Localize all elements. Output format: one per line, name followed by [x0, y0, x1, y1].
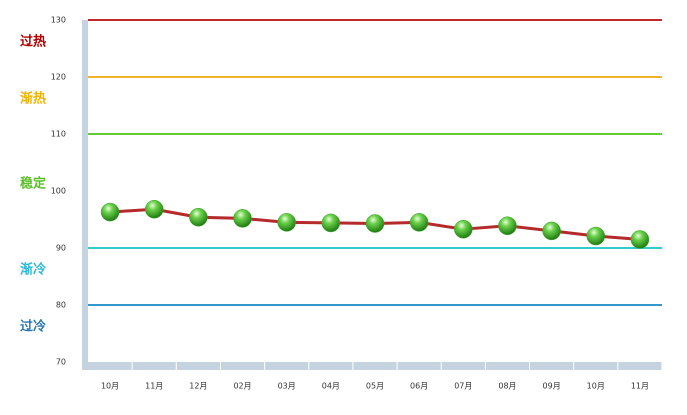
- y-tick-label: 130: [51, 16, 66, 25]
- x-tick-label: 12月: [189, 382, 207, 391]
- marker: [630, 230, 650, 249]
- x-tick-label: 02月: [233, 382, 251, 391]
- x-axis-bar: [82, 362, 662, 370]
- x-tick-label: 07月: [454, 382, 472, 391]
- marker: [144, 199, 164, 219]
- y-tick-label: 80: [56, 301, 66, 310]
- x-tick-label: 09月: [543, 382, 561, 391]
- zone-label: 稳定: [20, 176, 46, 192]
- x-tick-label: 04月: [322, 382, 340, 391]
- marker: [586, 226, 606, 246]
- x-tick-label: 05月: [366, 382, 384, 391]
- y-tick-label: 110: [51, 130, 66, 139]
- marker: [498, 216, 517, 236]
- marker: [189, 207, 208, 227]
- zone-label: 过热: [20, 34, 46, 50]
- x-tick-label: 08月: [498, 382, 516, 391]
- x-tick-label: 11月: [631, 382, 649, 391]
- zone-label: 渐热: [20, 91, 46, 107]
- marker: [409, 213, 429, 232]
- x-tick-label: 03月: [278, 382, 296, 391]
- x-tick-label: 11月: [145, 382, 163, 391]
- marker: [277, 213, 296, 232]
- marker: [365, 214, 385, 233]
- marker: [454, 219, 473, 239]
- y-tick-label: 70: [56, 358, 66, 367]
- x-tick-label: 06月: [410, 382, 428, 391]
- marker: [542, 221, 561, 241]
- zone-label: 过冷: [20, 319, 46, 335]
- y-axis-bar: [82, 20, 88, 370]
- marker: [233, 209, 252, 228]
- y-tick-label: 90: [56, 244, 66, 253]
- marker: [100, 202, 120, 222]
- y-tick-label: 100: [51, 187, 66, 196]
- zone-label: 渐冷: [20, 262, 46, 278]
- marker: [321, 213, 341, 233]
- y-tick-label: 120: [51, 73, 66, 82]
- x-tick-label: 10月: [587, 382, 605, 391]
- x-tick-label: 10月: [101, 382, 119, 391]
